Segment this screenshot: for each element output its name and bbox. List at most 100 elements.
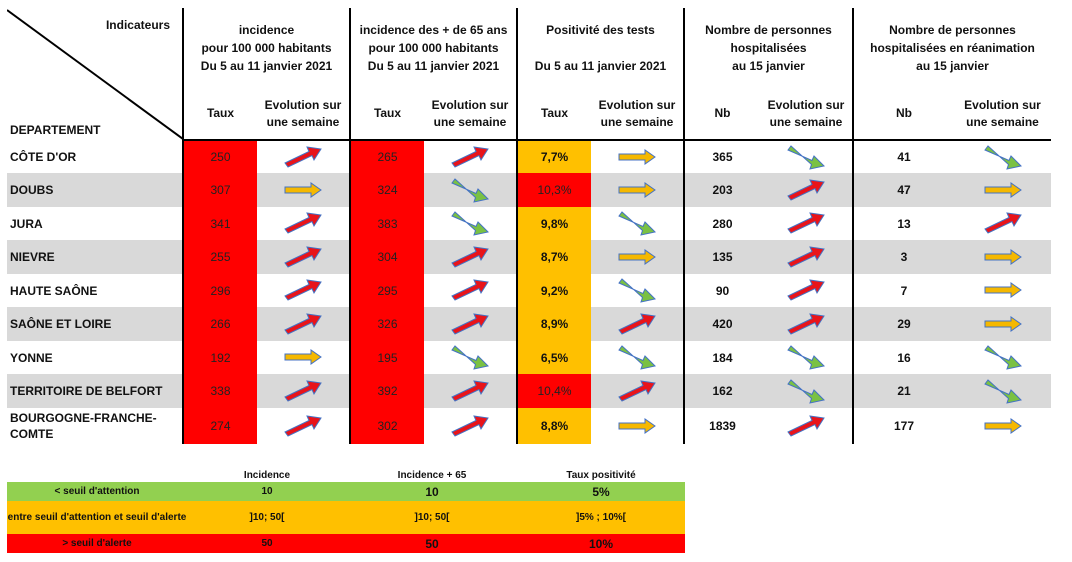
dept-name: HAUTE SAÔNE <box>10 283 98 298</box>
subheader-evolution-incidence-65: Evolution sur une semaine <box>424 88 517 141</box>
trend-down-arrow-icon <box>787 144 826 170</box>
incidence-value: 192 <box>182 341 257 374</box>
indicators-table: Indicateurs DEPARTEMENT incidence pour 10… <box>7 8 1051 444</box>
table-row: JURA 341 383 9,8% 280 13 <box>7 207 1051 240</box>
dept-name: NIEVRE <box>7 240 183 274</box>
subheader-nb-hospitalised: Nb <box>683 88 760 141</box>
corner-header: Indicateurs DEPARTEMENT <box>7 8 183 140</box>
trend-flat-arrow-icon <box>984 181 1022 198</box>
icu-trend <box>954 408 1051 444</box>
trend-up-arrow-icon <box>787 312 825 335</box>
legend-label: < seuil d'attention <box>7 482 187 501</box>
trend-up-arrow-icon <box>284 279 322 301</box>
icu-value: 7 <box>852 274 954 307</box>
icu-trend <box>954 173 1051 207</box>
icu-trend <box>954 374 1051 408</box>
hospitalised-value: 1839 <box>683 408 760 444</box>
incidence-value: 250 <box>182 140 257 173</box>
table-row: NIEVRE 255 304 8,7% 135 3 <box>7 240 1051 274</box>
trend-up-arrow-icon <box>284 379 322 402</box>
hospitalised-trend <box>760 173 853 207</box>
trend-up-arrow-icon <box>284 312 322 335</box>
icu-value: 3 <box>852 240 954 274</box>
legend-header-positivity: Taux positivité <box>566 469 636 481</box>
trend-down-arrow-icon <box>787 378 826 404</box>
icu-value: 13 <box>852 207 954 240</box>
trend-flat-arrow-icon <box>284 349 322 365</box>
trend-down-arrow-icon <box>983 144 1022 170</box>
dept-name: SAÔNE ET LOIRE <box>7 307 183 341</box>
incidence-65-trend <box>424 274 517 307</box>
hospitalised-trend <box>760 140 853 173</box>
hospitalised-trend <box>760 408 853 444</box>
table-row: YONNE 192 195 6,5% 184 16 <box>7 341 1051 374</box>
hospitalised-value: 184 <box>683 341 760 374</box>
incidence-trend <box>257 374 350 408</box>
legend-label: > seuil d'alerte <box>7 534 187 553</box>
incidence-65-value: 326 <box>349 307 424 341</box>
incidence-trend <box>257 173 350 207</box>
incidence-value: 338 <box>182 374 257 408</box>
positivity-trend <box>591 173 684 207</box>
hospitalised-value: 90 <box>683 274 760 307</box>
icu-trend <box>954 274 1051 307</box>
subheader-evolution-icu: Evolution sur une semaine <box>954 88 1051 141</box>
trend-flat-arrow-icon <box>618 148 656 165</box>
icu-value: 29 <box>852 307 954 341</box>
trend-down-arrow-icon <box>983 378 1022 404</box>
incidence-65-trend <box>424 207 517 240</box>
trend-up-arrow-icon <box>451 312 489 335</box>
subheader-taux-incidence-65: Taux <box>349 88 424 141</box>
incidence-trend <box>257 140 350 173</box>
positivity-trend <box>591 374 684 408</box>
hospitalised-trend <box>760 274 853 307</box>
icu-value: 21 <box>852 374 954 408</box>
trend-down-arrow-icon <box>983 345 1022 370</box>
legend-row-red: > seuil d'alerte 50 50 10% <box>7 534 685 553</box>
table-row: SAÔNE ET LOIRE 266 326 8,9% 420 29 <box>7 307 1051 341</box>
incidence-trend <box>257 274 350 307</box>
hospitalised-value: 135 <box>683 240 760 274</box>
trend-down-arrow-icon <box>618 278 657 303</box>
icu-trend <box>954 207 1051 240</box>
header-positivity: Positivité des tests Du 5 au 11 janvier 2… <box>516 8 684 88</box>
legend-value: 10 <box>187 482 347 501</box>
positivity-trend <box>591 207 684 240</box>
positivity-value: 10,4% <box>516 374 591 408</box>
corner-bottom-label: DEPARTEMENT <box>10 123 101 137</box>
trend-up-arrow-icon <box>451 279 489 301</box>
incidence-trend <box>257 240 350 274</box>
corner-top-label: Indicateurs <box>105 18 170 32</box>
icu-trend <box>954 240 1051 274</box>
positivity-value: 8,7% <box>516 240 591 274</box>
trend-down-arrow-icon <box>451 177 490 203</box>
incidence-trend <box>257 307 350 341</box>
hospitalised-value: 280 <box>683 207 760 240</box>
incidence-value: 255 <box>182 240 257 274</box>
trend-down-arrow-icon <box>451 345 490 370</box>
hospitalised-trend <box>760 307 853 341</box>
subheader-taux-incidence: Taux <box>182 88 257 141</box>
positivity-value: 9,8% <box>516 207 591 240</box>
trend-up-arrow-icon <box>787 245 825 268</box>
trend-down-arrow-icon <box>618 345 657 370</box>
trend-flat-arrow-icon <box>984 282 1022 298</box>
dept-name: BOURGOGNE-FRANCHE-COMTE <box>10 411 157 441</box>
dept-name: DOUBS <box>7 173 183 207</box>
legend-header-incidence: Incidence <box>243 469 291 481</box>
trend-up-arrow-icon <box>618 312 656 335</box>
legend-row-green: < seuil d'attention 10 10 5% <box>7 482 685 501</box>
header-icu: Nombre de personnes hospitalisées en réan… <box>852 8 1051 88</box>
icu-trend <box>954 307 1051 341</box>
incidence-65-value: 302 <box>349 408 424 444</box>
trend-up-arrow-icon <box>787 414 825 437</box>
trend-flat-arrow-icon <box>984 417 1022 434</box>
incidence-65-trend <box>424 240 517 274</box>
incidence-trend <box>257 207 350 240</box>
incidence-65-trend <box>424 307 517 341</box>
icu-value: 177 <box>852 408 954 444</box>
trend-up-arrow-icon <box>284 212 322 234</box>
positivity-trend <box>591 274 684 307</box>
legend-row-amber: entre seuil d'attention et seuil d'alert… <box>7 501 685 534</box>
table-row: TERRITOIRE DE BELFORT 338 392 10,4% 162 21 <box>7 374 1051 408</box>
